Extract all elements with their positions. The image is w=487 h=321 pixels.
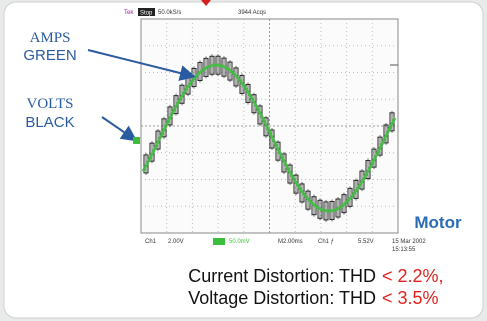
summary-text: Voltage Distortion: THD: [188, 288, 376, 308]
scope-ch2-scale: 50.0mV: [229, 239, 250, 245]
scope-time: M2.00ms: [278, 239, 303, 245]
ch-marker: [133, 137, 140, 144]
summary-value: < 2.2%,: [382, 266, 444, 286]
scope-trigger: Ch1 ƒ: [318, 239, 334, 245]
ch2-box: [213, 238, 225, 245]
summary-value: < 3.5%: [382, 288, 439, 308]
scope-trigger-level: 5.52V: [358, 239, 374, 245]
scope-state: Stop: [140, 11, 153, 17]
scope-screen: [141, 19, 398, 233]
scope-ch1-scale: 2.00V: [168, 239, 184, 245]
scope-ch1: Ch1: [145, 239, 157, 245]
scope-brand: Tek: [124, 10, 134, 16]
scope-rate: 50.0kS/s: [158, 10, 181, 16]
volts-label: BLACK: [25, 114, 74, 131]
amps-label: GREEN: [23, 47, 76, 64]
amps-label: AMPS: [30, 30, 71, 46]
slide: Tek Stop 50.0kS/s 3944 Acqs Ch1 2.00V 50…: [0, 0, 487, 321]
scope-acqs: 3944 Acqs: [238, 10, 266, 16]
volts-label: VOLTS: [27, 96, 74, 112]
scope-clock: 15:13:55: [392, 247, 416, 253]
motor-label: Motor: [414, 213, 462, 232]
scope-date: 15 Mar 2002: [392, 239, 426, 245]
summary-text: Current Distortion: THD: [188, 266, 376, 286]
